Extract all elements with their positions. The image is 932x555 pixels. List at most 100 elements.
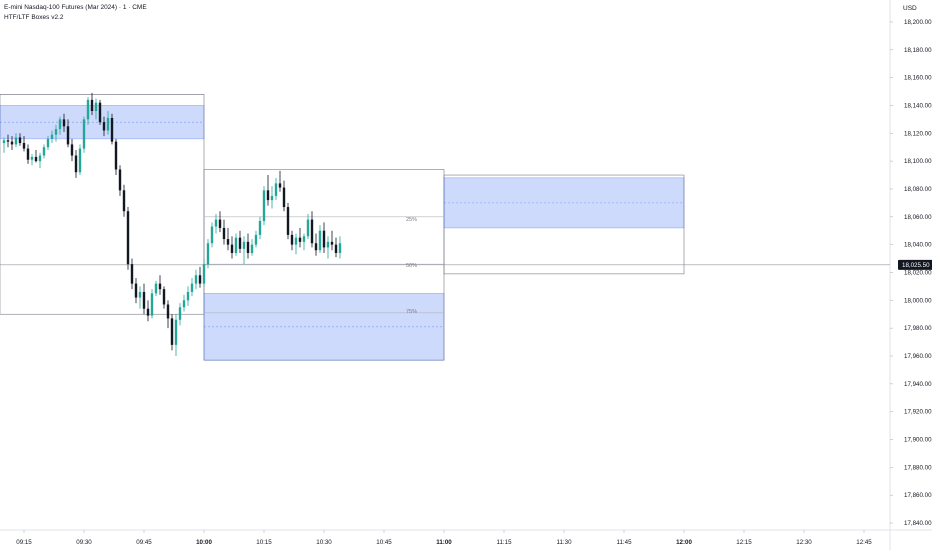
candle-7 — [30, 156, 34, 160]
axes: 18,200.00 18,180.00 18,160.00 18,140.00 18,1… — [16, 19, 932, 546]
price-tick-label-17: 17,860.00 — [904, 492, 932, 499]
price-tick-label-3: 18,140.00 — [904, 102, 932, 109]
candle-16 — [66, 126, 70, 145]
time-tick-label-13: 12:30 — [796, 539, 812, 546]
candle-8 — [34, 156, 38, 162]
candle-52 — [210, 226, 214, 244]
candle-12 — [50, 134, 54, 139]
time-tick-label-5: 10:30 — [316, 539, 332, 546]
currency-label[interactable]: USD — [903, 5, 917, 12]
level-label-50: 50% — [406, 263, 417, 269]
price-tick-label-6: 18,080.00 — [904, 186, 932, 193]
candle-65 — [262, 190, 266, 221]
time-tick-label-2: 09:45 — [136, 539, 152, 546]
candle-56 — [226, 239, 230, 245]
price-tick-label-13: 17,940.00 — [904, 381, 932, 388]
candle-11 — [46, 138, 50, 148]
candle-54 — [218, 219, 222, 228]
candle-68 — [274, 183, 278, 196]
candle-71 — [286, 207, 290, 235]
candle-1 — [6, 140, 10, 142]
time-tick-label-1: 09:30 — [76, 539, 92, 546]
price-tick-label-14: 17,920.00 — [904, 409, 932, 416]
candle-49 — [198, 275, 202, 284]
price-tick-label-9: 18,020.00 — [904, 269, 932, 276]
candle-18 — [74, 155, 78, 173]
candle-76 — [306, 219, 310, 237]
time-tick-label-11: 12:00 — [676, 539, 692, 546]
candle-24 — [98, 102, 102, 123]
candle-27 — [110, 117, 114, 142]
time-tick-label-3: 10:00 — [196, 539, 212, 546]
candle-9 — [38, 155, 42, 162]
price-tick-label-0: 18,200.00 — [904, 19, 932, 26]
candle-10 — [42, 147, 46, 156]
candle-37 — [150, 293, 154, 316]
level-label-25: 25% — [406, 217, 417, 223]
time-tick-label-8: 11:15 — [496, 539, 512, 546]
candle-22 — [90, 99, 94, 112]
candle-29 — [118, 169, 122, 191]
candle-64 — [258, 220, 262, 235]
candle-35 — [142, 291, 146, 309]
candle-32 — [130, 264, 134, 284]
last-price-tag — [898, 259, 932, 270]
time-tick-label-4: 10:15 — [256, 539, 272, 546]
candle-58 — [234, 237, 238, 253]
price-tick-label-12: 17,960.00 — [904, 353, 932, 360]
candle-51 — [206, 243, 210, 265]
candle-72 — [290, 234, 294, 245]
candle-39 — [158, 283, 162, 290]
candle-33 — [134, 283, 138, 298]
candle-26 — [106, 117, 110, 131]
candle-2 — [10, 141, 14, 145]
price-tick-label-16: 17,880.00 — [904, 464, 932, 471]
candle-36 — [146, 308, 150, 316]
candle-74 — [298, 237, 302, 242]
candle-62 — [250, 244, 254, 253]
candle-69 — [278, 183, 282, 188]
candle-41 — [166, 304, 170, 319]
candle-80 — [322, 230, 326, 248]
candle-14 — [58, 119, 62, 130]
candle-78 — [314, 243, 318, 251]
candle-28 — [114, 141, 118, 170]
htf-boxes — [0, 94, 685, 361]
candle-73 — [294, 237, 298, 245]
candle-66 — [266, 190, 270, 201]
price-tick-label-8: 18,040.00 — [904, 242, 932, 249]
last-price-label: 18,025.50 — [902, 262, 930, 269]
candles — [2, 92, 342, 356]
candle-15 — [62, 119, 66, 127]
price-tick-label-4: 18,120.00 — [904, 130, 932, 137]
candle-48 — [194, 275, 198, 284]
candle-5 — [22, 143, 26, 149]
candle-75 — [302, 236, 306, 242]
candle-25 — [102, 122, 106, 131]
candle-42 — [170, 318, 174, 345]
candle-83 — [334, 244, 338, 253]
price-tick-label-1: 18,180.00 — [904, 47, 932, 54]
time-tick-label-10: 11:45 — [616, 539, 632, 546]
candle-53 — [214, 219, 218, 227]
candle-4 — [18, 137, 22, 144]
candle-3 — [14, 137, 18, 145]
candle-84 — [338, 243, 342, 253]
candle-59 — [238, 237, 242, 249]
candle-50 — [202, 264, 206, 284]
time-tick-label-6: 10:45 — [376, 539, 392, 546]
time-tick-label-12: 12:15 — [736, 539, 752, 546]
candle-57 — [230, 244, 234, 253]
candle-0 — [2, 140, 6, 144]
candle-6 — [26, 148, 30, 160]
candle-38 — [154, 283, 158, 294]
candle-40 — [162, 289, 166, 305]
symbol-title[interactable]: E-mini Nasdaq-100 Futures (Mar 2024) · 1… — [4, 4, 147, 11]
indicator-legend[interactable]: HTF/LTF Boxes v2.2 — [4, 14, 64, 21]
candle-31 — [126, 211, 130, 265]
candle-21 — [86, 99, 90, 120]
time-tick-label-9: 11:30 — [556, 539, 572, 546]
